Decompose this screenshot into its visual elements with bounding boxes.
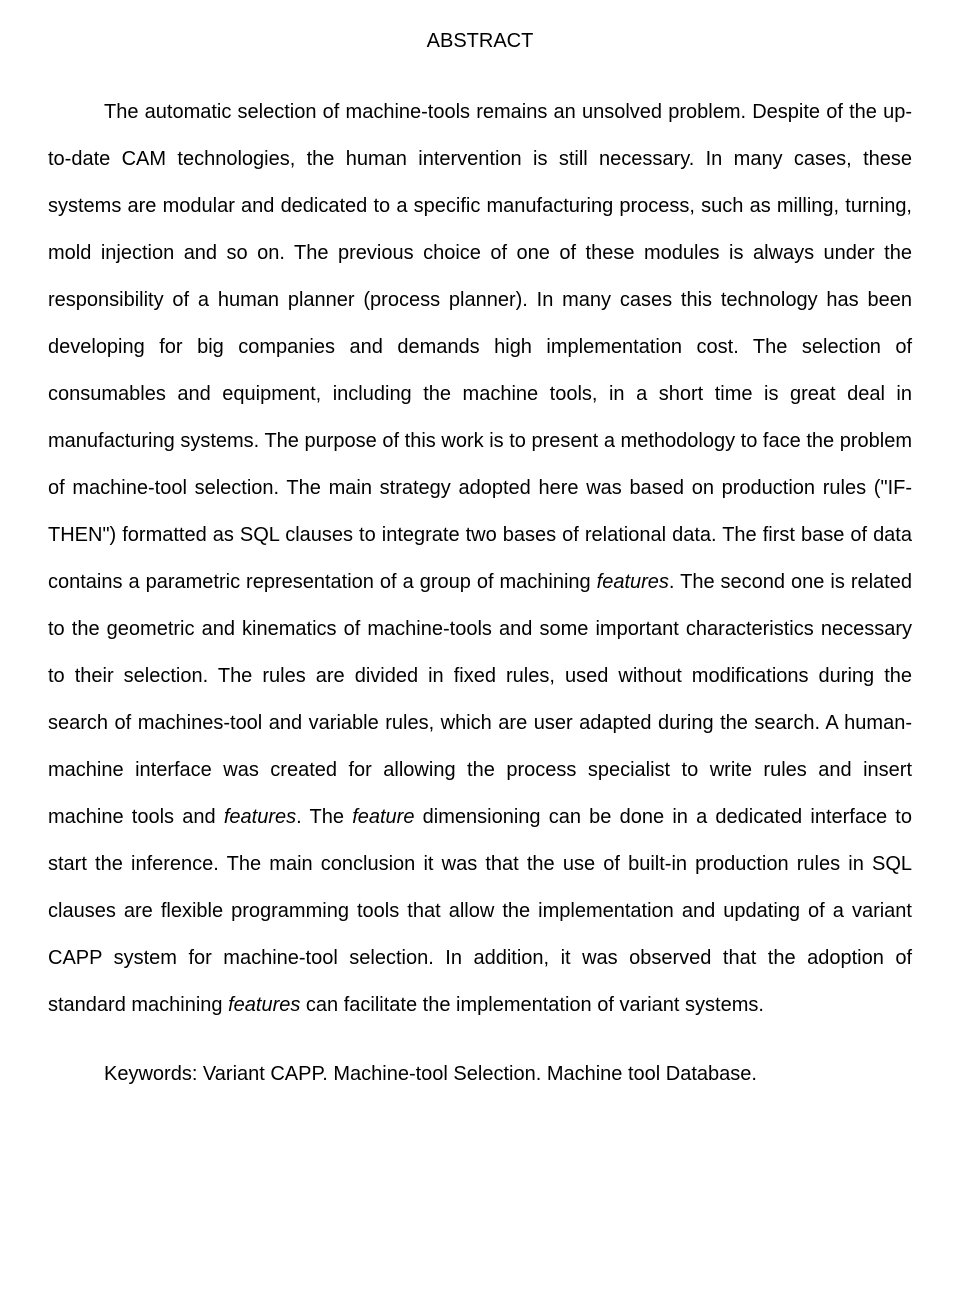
abstract-italic-1: features <box>597 571 669 593</box>
abstract-text-3: . The <box>296 806 352 828</box>
abstract-text-1: The automatic selection of machine-tools… <box>48 101 912 593</box>
abstract-italic-4: features <box>228 994 300 1016</box>
abstract-text-5: can facilitate the implementation of var… <box>300 994 764 1016</box>
abstract-title: ABSTRACT <box>48 30 912 53</box>
abstract-italic-2: features <box>224 806 296 828</box>
abstract-body: The automatic selection of machine-tools… <box>48 89 912 1029</box>
abstract-text-4: dimensioning can be done in a dedicated … <box>48 806 912 1016</box>
abstract-italic-3: feature <box>352 806 414 828</box>
abstract-text-2: . The second one is related to the geome… <box>48 571 912 828</box>
keywords: Keywords: Variant CAPP. Machine-tool Sel… <box>48 1063 912 1086</box>
